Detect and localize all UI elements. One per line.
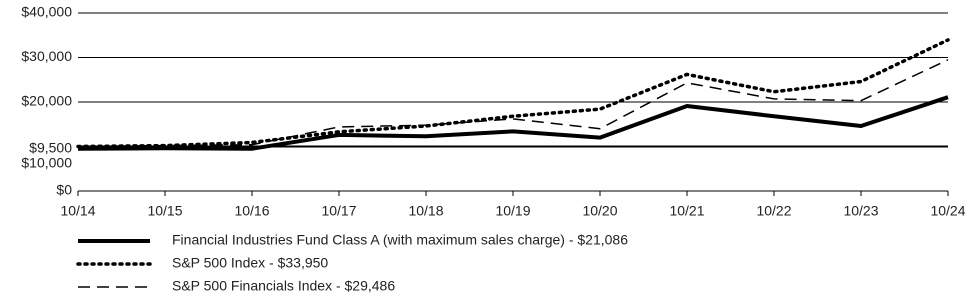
y-tick-label: $20,000	[21, 93, 72, 109]
x-tick-label: 10/20	[582, 203, 617, 219]
x-tick-label: 10/17	[321, 203, 356, 219]
x-tick-label: 10/14	[60, 203, 95, 219]
y-tick-label: $0	[56, 182, 72, 198]
series-line	[77, 59, 949, 148]
y-tick-label: $10,000	[21, 154, 72, 170]
y-tick-label: $9,500	[29, 139, 72, 155]
x-tick-label: 10/18	[408, 203, 443, 219]
y-tick-label: $30,000	[21, 48, 72, 64]
x-tick-label: 10/24	[930, 203, 965, 219]
x-tick-label: 10/21	[669, 203, 704, 219]
x-tick-label: 10/23	[843, 203, 878, 219]
legend-label: S&P 500 Financials Index - $29,486	[172, 278, 395, 294]
legend-label: Financial Industries Fund Class A (with …	[172, 232, 628, 248]
legend-label: S&P 500 Index - $33,950	[172, 255, 328, 271]
x-tick-label: 10/22	[756, 203, 791, 219]
x-tick-label: 10/16	[234, 203, 269, 219]
x-tick-label: 10/15	[147, 203, 182, 219]
y-tick-label: $40,000	[21, 4, 72, 20]
series-line	[76, 38, 950, 149]
series-line	[77, 95, 949, 151]
x-tick-label: 10/19	[495, 203, 530, 219]
